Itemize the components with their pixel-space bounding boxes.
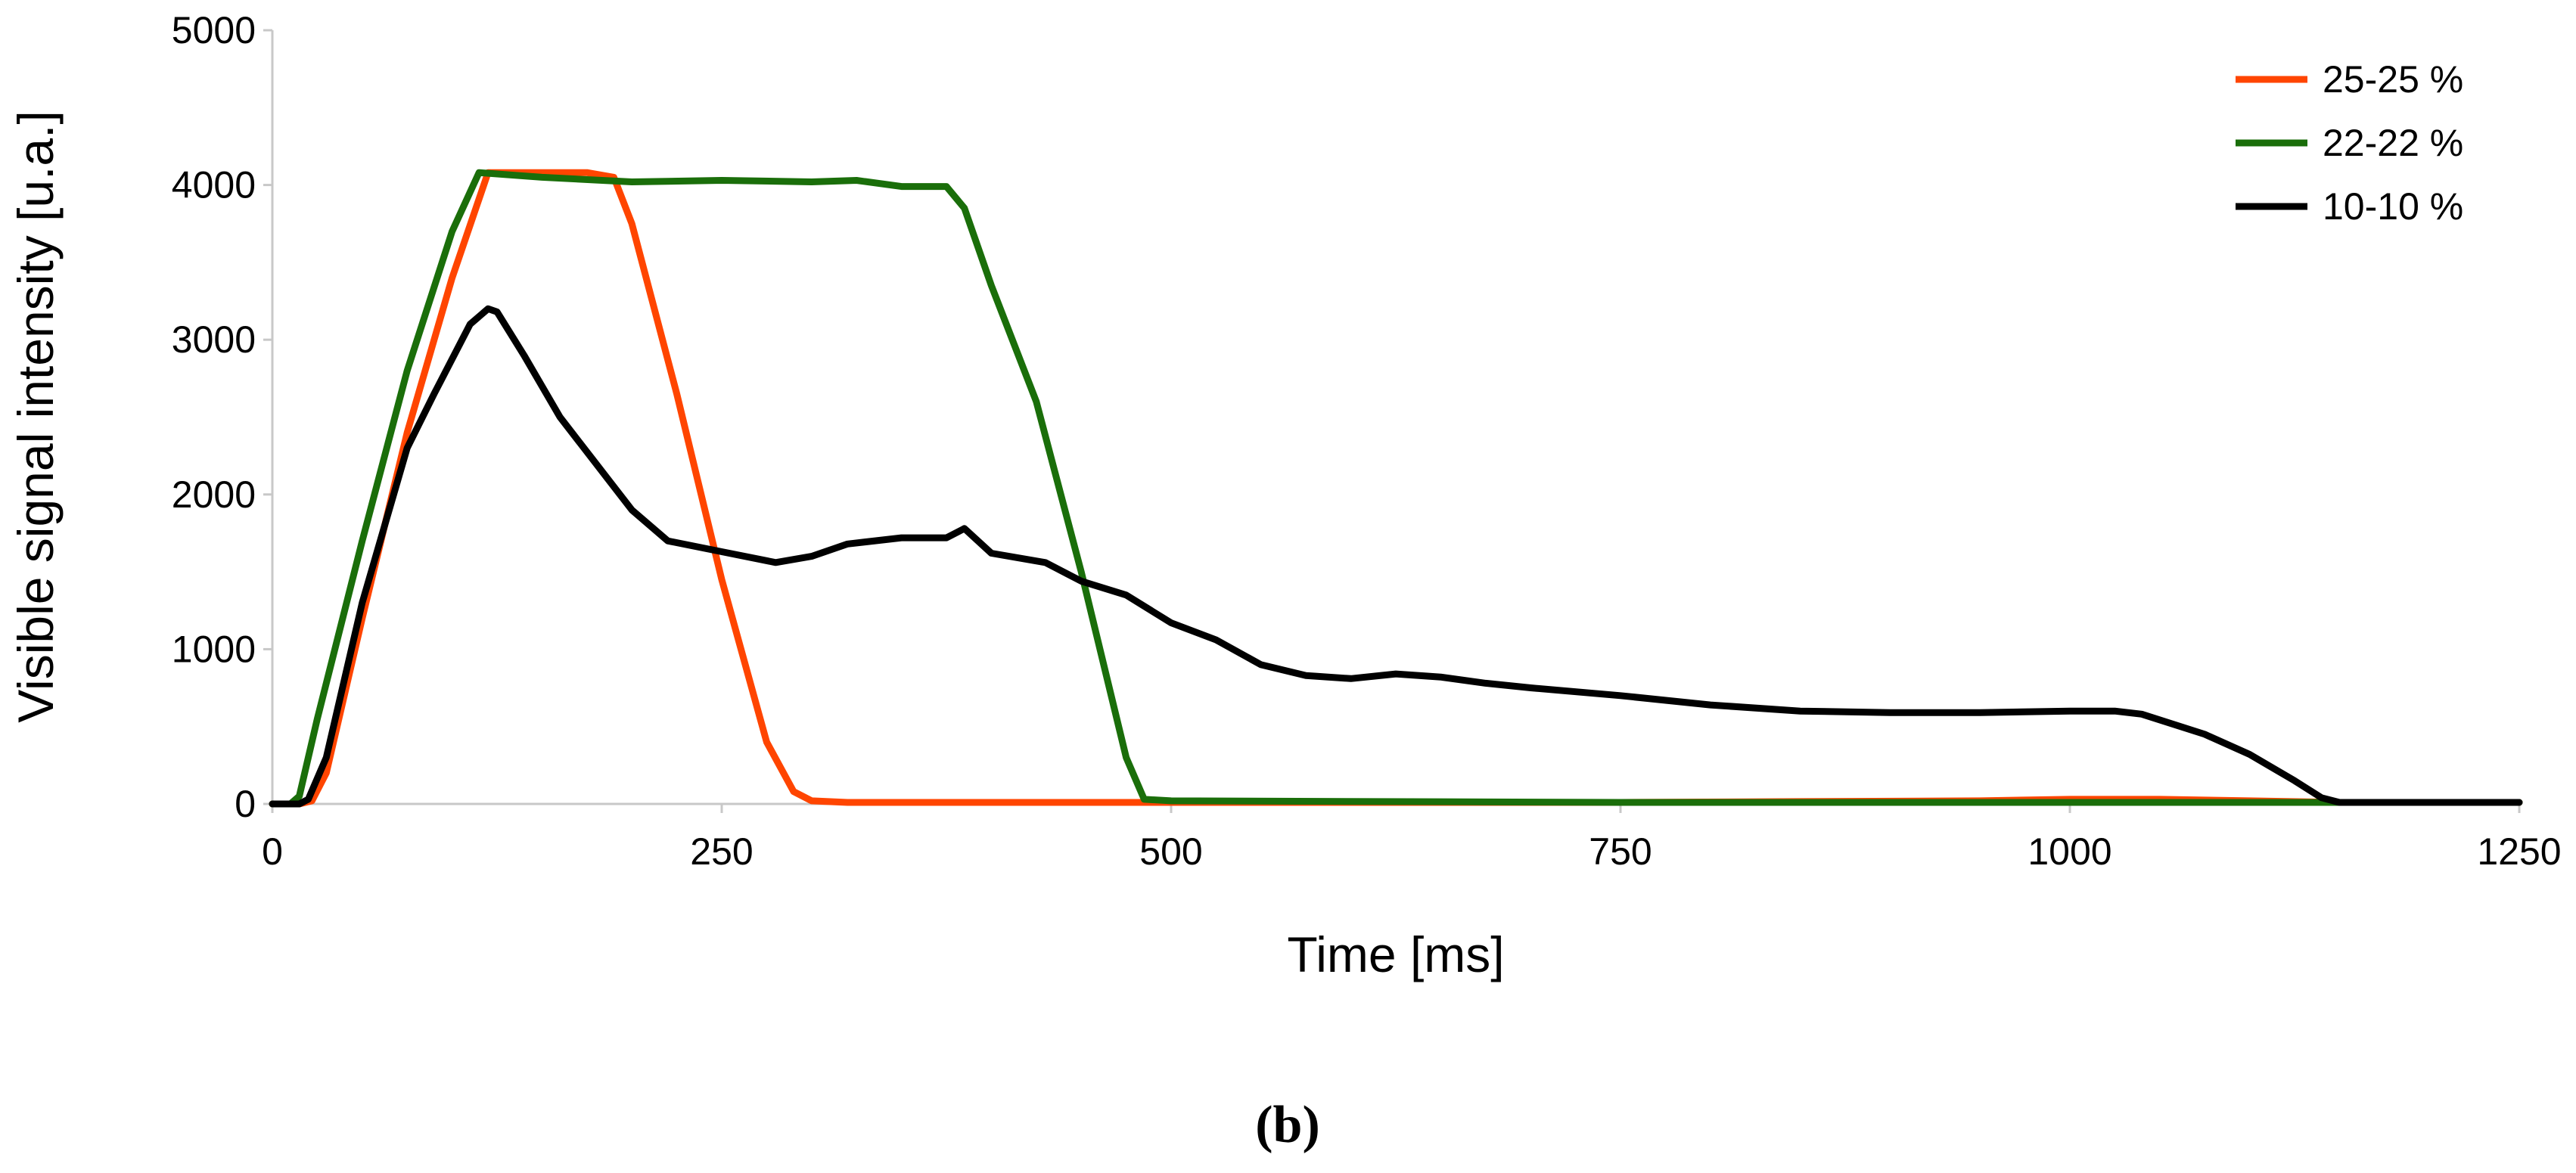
y-tick-label: 1000 [172,628,256,670]
series-line-10-10 [269,305,2523,808]
x-tick-label: 1000 [2028,830,2111,873]
x-tick-label: 250 [690,830,753,873]
y-tick-label: 2000 [172,473,256,516]
x-tick-label: 0 [262,830,283,873]
x-tick-label: 1250 [2477,830,2561,873]
y-tick-label: 3000 [172,318,256,361]
legend-label: 25-25 % [2323,58,2463,101]
x-tick-label: 750 [1589,830,1652,873]
x-tick-label: 500 [1139,830,1202,873]
series-line-22-22 [269,169,2523,808]
x-axis-title: Time [ms] [1287,926,1504,982]
y-axis-ticks: 0 1000 2000 3000 4000 5000 [172,9,272,825]
legend-label: 22-22 % [2323,122,2463,164]
y-axis-title: Visible signal intensity [u.a.] [8,110,64,723]
series-line-25-25 [269,169,2523,808]
plot-frame [271,30,2519,805]
y-tick-label: 5000 [172,9,256,51]
figure-caption: (b) [1255,1096,1320,1154]
y-tick-label: 0 [235,783,256,825]
legend-label: 10-10 % [2323,185,2463,228]
y-tick-label: 4000 [172,164,256,206]
legend: 25-25 % 22-22 % 10-10 % [2236,58,2463,228]
x-axis-ticks: 0 250 500 750 1000 1250 [262,804,2562,873]
series-layer [269,169,2523,808]
